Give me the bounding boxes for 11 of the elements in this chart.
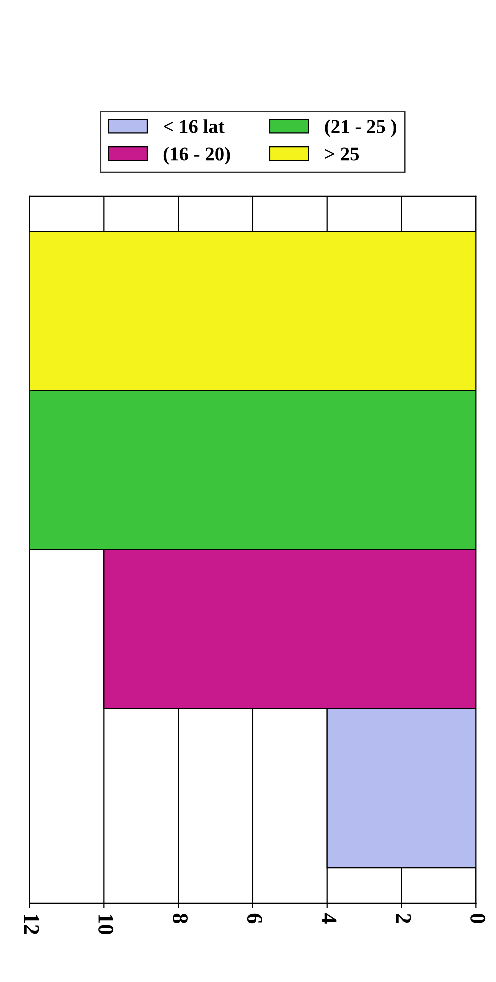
legend-label: (21 - 25 ) bbox=[325, 120, 396, 138]
x-tick-label: 0 bbox=[470, 914, 486, 924]
x-tick-label: 6 bbox=[247, 914, 262, 924]
legend-label: > 25 bbox=[325, 148, 360, 161]
x-tick-label: 4 bbox=[322, 913, 337, 924]
legend-label: < 16 lat bbox=[164, 120, 225, 134]
x-tick-label: 8 bbox=[172, 914, 188, 924]
x-tick-label: 2 bbox=[396, 914, 412, 924]
x-tick-label: 10 bbox=[98, 914, 114, 935]
x-tick-label: 12 bbox=[24, 914, 40, 934]
legend-label: (16 - 20) bbox=[164, 147, 230, 165]
